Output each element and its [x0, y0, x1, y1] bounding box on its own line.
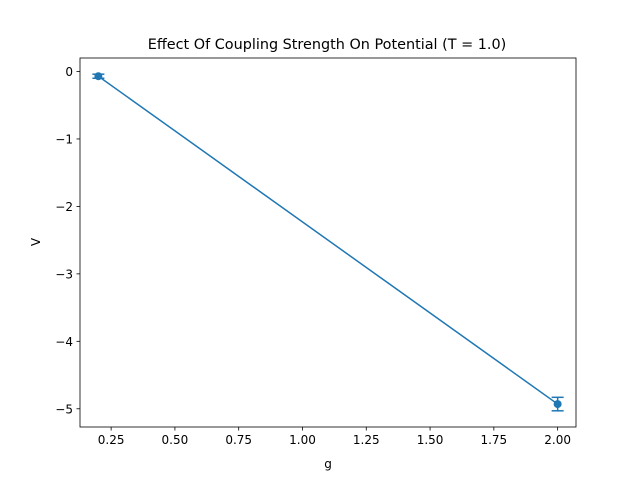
- x-tick-label: 0.25: [98, 433, 125, 447]
- x-axis: 0.25 0.50 0.75 1.00 1.25 1.50 1.75 2.00: [98, 427, 571, 447]
- y-tick-label: 0: [65, 65, 73, 79]
- x-tick-label: 0.50: [162, 433, 189, 447]
- series-line: [97, 75, 559, 405]
- data-point: [553, 400, 562, 409]
- x-tick-label: 2.00: [544, 433, 571, 447]
- data-point: [94, 72, 103, 81]
- y-axis-label: V: [29, 237, 43, 246]
- y-axis: 0 −1 −2 −3 −4 −5: [55, 65, 80, 416]
- plot-area: [92, 72, 564, 412]
- y-tick-label: −3: [55, 267, 73, 281]
- x-tick-label: 0.75: [225, 433, 252, 447]
- axes-frame: [79, 57, 577, 428]
- y-tick-label: −4: [55, 335, 73, 349]
- x-tick-label: 1.75: [480, 433, 507, 447]
- x-tick-label: 1.25: [353, 433, 380, 447]
- x-tick-label: 1.00: [289, 433, 316, 447]
- y-tick-label: −2: [55, 200, 73, 214]
- chart-title: Effect Of Coupling Strength On Potential…: [148, 37, 506, 53]
- x-axis-label: g: [324, 457, 332, 471]
- x-tick-label: 1.50: [417, 433, 444, 447]
- y-tick-label: −5: [55, 402, 73, 416]
- y-tick-label: −1: [55, 132, 73, 146]
